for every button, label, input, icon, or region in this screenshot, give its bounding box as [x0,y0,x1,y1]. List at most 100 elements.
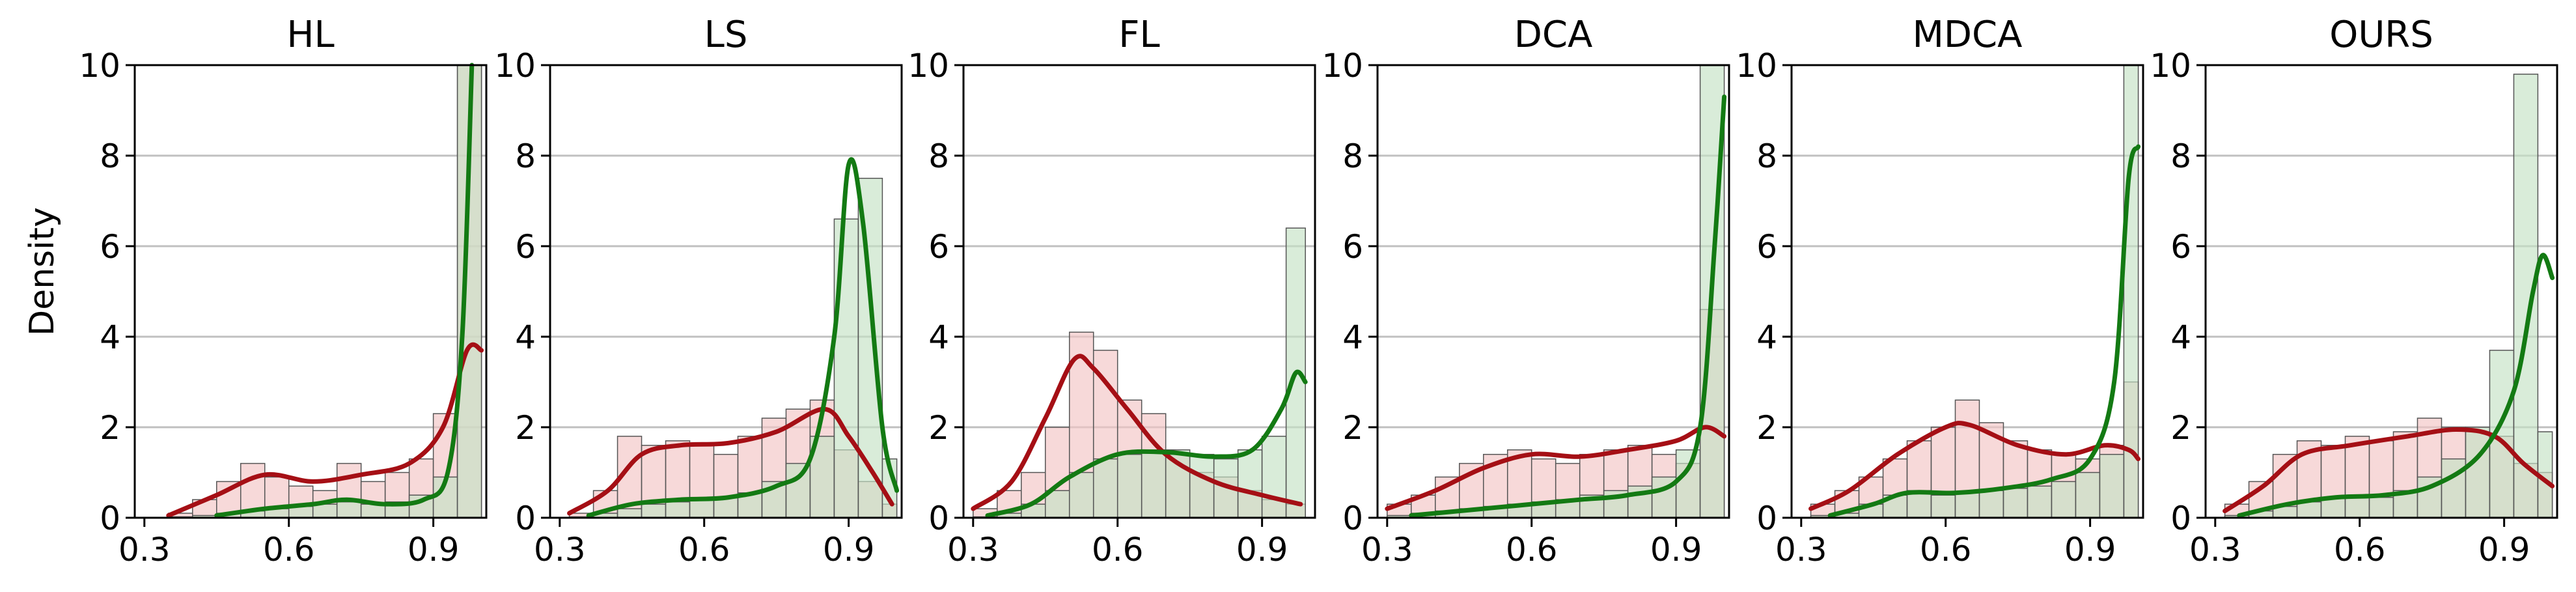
chart-5-ytick-label-5: 10 [2150,47,2191,85]
chart-4-xtick-label-2: 0.9 [2064,531,2116,569]
chart-2-xtick-label-2: 0.9 [1236,531,1288,569]
chart-1-correct-bar-2 [616,508,643,518]
chart-4-incorrect-kde-line [1808,421,2141,511]
chart-2-ytick-label-0: 0 [928,500,949,537]
chart-3-incorrect-kde-line [1385,425,1727,511]
chart-4-correct-bar-12 [2099,453,2125,518]
chart-0-frame [133,64,488,519]
chart-1-ytick-label-3: 6 [515,228,536,266]
chart-1-ytick-label-0: 0 [515,500,536,537]
chart-1-correct-bar-11 [833,218,859,518]
chart-2-correct-bar-9 [1189,453,1215,518]
chart-0-xtick-label-1: 0.6 [263,531,315,569]
chart-3-ytick-label-2: 4 [1342,318,1363,356]
chart-1-correct-bar-3 [641,503,667,518]
chart-0-correct-bar-6 [312,503,338,518]
chart-4-ytick-label-5: 10 [1736,47,1777,85]
chart-1-correct-bar-4 [665,501,691,518]
y-axis-label: Density [23,207,62,336]
chart-4-correct-bar-10 [2051,481,2077,518]
chart-0-ytick-label-3: 6 [100,228,120,266]
chart-5-ytick-label-4: 8 [2170,137,2191,175]
chart-2-correct-bar-4 [1068,472,1094,518]
chart-3-xtick-label-2: 0.9 [1650,531,1702,569]
chart-2-ytick-label-1: 2 [928,409,949,447]
chart-4-ytick-label-2: 4 [1756,318,1777,356]
chart-5-title: OURS [2329,14,2433,56]
chart-2-title: FL [1118,14,1159,56]
chart-5-correct-bar-6 [2368,496,2394,518]
chart-5-correct-bar-10 [2465,427,2491,518]
chart-1-xtick-label-2: 0.9 [823,531,875,569]
chart-0-xtick-label-0: 0.3 [118,531,171,569]
chart-4-correct-bar-5 [1930,494,1956,518]
chart-3-xtick-label-0: 0.3 [1361,531,1413,569]
chart-3-ytick-label-5: 10 [1322,47,1363,85]
chart-0-ytick-label-5: 10 [79,47,120,85]
chart-1-ytick-label-1: 2 [515,409,536,447]
chart-2-correct-kde-line [985,369,1308,518]
chart-1-frame [549,64,903,519]
chart-1-title: LS [704,14,748,56]
chart-2-correct-bar-11 [1237,449,1263,518]
chart-1-ytick-label-5: 10 [494,47,536,85]
chart-5-correct-bar-3 [2296,501,2322,518]
chart-1-incorrect-kde-line [567,406,894,516]
chart-2-correct-bar-6 [1116,453,1143,518]
chart-4-correct-kde-line [1827,144,2141,518]
chart-4-xtick-label-1: 0.6 [1920,531,1972,569]
chart-1-xtick-label-1: 0.6 [678,531,730,569]
chart-3-ytick-label-4: 8 [1342,137,1363,175]
chart-3-ytick-label-0: 0 [1342,500,1363,537]
chart-3-title: DCA [1514,14,1593,56]
chart-2-correct-bar-3 [1045,490,1070,518]
chart-4-ytick-label-0: 0 [1756,500,1777,537]
chart-2-correct-bar-5 [1092,458,1118,518]
chart-1-correct-bar-9 [785,462,811,518]
chart-4-correct-bar-4 [1906,490,1932,518]
chart-5-xtick-label-0: 0.3 [2189,531,2241,569]
chart-5-ytick-label-0: 0 [2170,500,2191,537]
chart-5-ytick-label-1: 2 [2170,409,2191,447]
chart-5-correct-kde-line [2237,253,2555,518]
chart-0-correct-bar-7 [336,501,362,518]
chart-5-ytick-label-2: 4 [2170,318,2191,356]
chart-5-incorrect-kde-line [2223,427,2555,514]
chart-0-ytick-label-4: 8 [100,137,120,175]
chart-4-frame [1790,64,2144,519]
chart-1-ytick-label-2: 4 [515,318,536,356]
chart-3-correct-kde-line [1409,94,1727,518]
chart-2-correct-bar-7 [1141,449,1167,518]
chart-5-xtick-label-1: 0.6 [2334,531,2386,569]
chart-2-xtick-label-0: 0.3 [947,531,999,569]
chart-2-ytick-label-3: 6 [928,228,949,266]
chart-5-ytick-label-3: 6 [2170,228,2191,266]
chart-1-correct-kde-line [586,157,900,518]
chart-2-frame [962,64,1316,519]
chart-4-title: MDCA [1913,14,2023,56]
chart-2-correct-bar-12 [1261,436,1287,518]
chart-4-xtick-label-0: 0.3 [1775,531,1827,569]
chart-2-ytick-label-4: 8 [928,137,949,175]
chart-2-ytick-label-5: 10 [907,47,949,85]
chart-3-xtick-label-1: 0.6 [1506,531,1558,569]
chart-1-ytick-label-4: 8 [515,137,536,175]
chart-0-title: HL [286,14,334,56]
chart-4-ytick-label-1: 2 [1756,409,1777,447]
chart-3-ytick-label-1: 2 [1342,409,1363,447]
chart-4-correct-bar-7 [1978,490,2004,518]
chart-3-ytick-label-3: 6 [1342,228,1363,266]
chart-3-frame [1376,64,1730,519]
chart-4-correct-bar-11 [2075,472,2101,518]
chart-2-ytick-label-2: 4 [928,318,949,356]
chart-3-correct-bar-12 [1675,449,1701,518]
chart-0-ytick-label-2: 4 [100,318,120,356]
chart-0-xtick-label-2: 0.9 [408,531,460,569]
chart-0-correct-kde-line [214,63,475,518]
chart-4-ytick-label-4: 8 [1756,137,1777,175]
chart-0-ytick-label-0: 0 [100,500,120,537]
chart-2-incorrect-kde-line [971,354,1303,511]
chart-4-correct-bar-9 [2027,485,2053,518]
chart-1-xtick-label-0: 0.3 [534,531,586,569]
